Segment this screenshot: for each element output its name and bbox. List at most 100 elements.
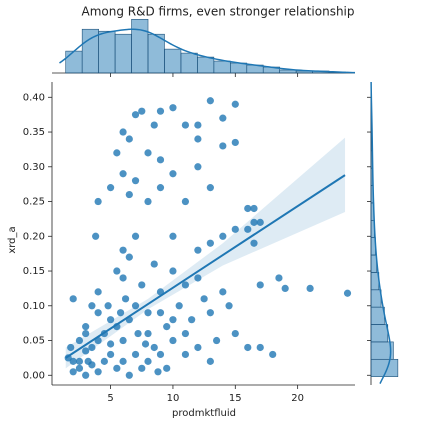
point: [116, 309, 125, 317]
point: [75, 357, 84, 365]
hist-bar: [370, 306, 385, 325]
confidence-band: [65, 137, 346, 369]
point: [281, 284, 289, 293]
point: [169, 336, 177, 345]
y-tick-label: 0.10: [23, 301, 45, 312]
point: [206, 184, 214, 192]
point: [92, 232, 100, 240]
hist-bar: [180, 52, 198, 74]
point: [69, 295, 77, 303]
point: [194, 246, 202, 254]
point: [88, 302, 96, 310]
point: [194, 163, 202, 171]
point: [131, 177, 140, 185]
point: [150, 260, 158, 268]
point: [225, 302, 233, 310]
point: [194, 274, 202, 282]
hist-bar: [370, 289, 382, 308]
point: [131, 111, 140, 119]
point: [94, 288, 102, 296]
point: [69, 368, 77, 376]
point: [206, 239, 214, 247]
point: [138, 281, 146, 289]
point: [150, 343, 158, 352]
point: [181, 197, 190, 206]
point: [82, 347, 90, 355]
point: [181, 329, 190, 338]
y-axis-label: xrd_a: [7, 226, 18, 253]
point: [138, 364, 146, 372]
point: [69, 357, 77, 365]
point: [212, 336, 221, 345]
y-tick-label: 0.25: [23, 197, 45, 208]
point: [138, 107, 146, 115]
point: [169, 104, 177, 112]
hist-bar: [114, 33, 132, 74]
point: [125, 253, 133, 261]
hist-bar: [147, 33, 165, 74]
point: [156, 350, 165, 359]
point: [144, 329, 152, 338]
point: [219, 142, 227, 150]
point: [256, 281, 264, 289]
point: [156, 309, 165, 317]
hist-bar: [65, 50, 83, 74]
y-tick-label: 0.30: [23, 162, 45, 173]
point: [244, 204, 252, 213]
x-tick-label: 15: [229, 393, 242, 404]
point: [119, 357, 127, 365]
point: [88, 343, 96, 352]
point: [131, 232, 140, 240]
point: [231, 100, 239, 108]
kde-curve: [370, 81, 392, 384]
point: [144, 197, 152, 206]
point: [200, 295, 208, 303]
point: [113, 364, 121, 372]
y-tick-label: 0.35: [23, 127, 45, 138]
point: [219, 114, 227, 122]
hist-bar: [197, 56, 215, 74]
point: [175, 302, 183, 310]
point: [194, 343, 202, 352]
point: [306, 284, 314, 293]
hist-bar: [131, 18, 149, 74]
point: [94, 197, 102, 206]
point: [82, 371, 90, 379]
point: [206, 309, 214, 317]
point: [107, 316, 115, 324]
point: [134, 329, 142, 338]
hist-bar: [230, 62, 248, 74]
point: [119, 246, 127, 254]
point: [206, 97, 214, 105]
point: [125, 135, 133, 143]
y-tick-label: 0.15: [23, 266, 45, 277]
point: [100, 357, 108, 365]
point: [219, 232, 227, 240]
point: [75, 364, 84, 372]
point: [125, 190, 133, 199]
point: [94, 368, 102, 376]
point: [113, 149, 121, 157]
point: [343, 289, 352, 297]
point: [107, 350, 115, 359]
point: [144, 149, 152, 157]
hist-bar: [213, 60, 231, 74]
point: [231, 329, 239, 338]
point: [82, 329, 90, 338]
point: [250, 239, 258, 247]
point: [107, 184, 115, 192]
point: [131, 302, 140, 310]
point: [250, 218, 258, 226]
kde-curve: [59, 28, 356, 74]
point: [181, 350, 190, 359]
x-tick-label: 10: [167, 393, 180, 404]
y-tick-label: 0.00: [23, 370, 45, 381]
point: [154, 368, 162, 376]
point: [231, 225, 239, 233]
point: [250, 204, 258, 213]
point: [244, 225, 252, 233]
point: [121, 295, 130, 303]
point: [82, 323, 90, 331]
point: [169, 267, 177, 275]
